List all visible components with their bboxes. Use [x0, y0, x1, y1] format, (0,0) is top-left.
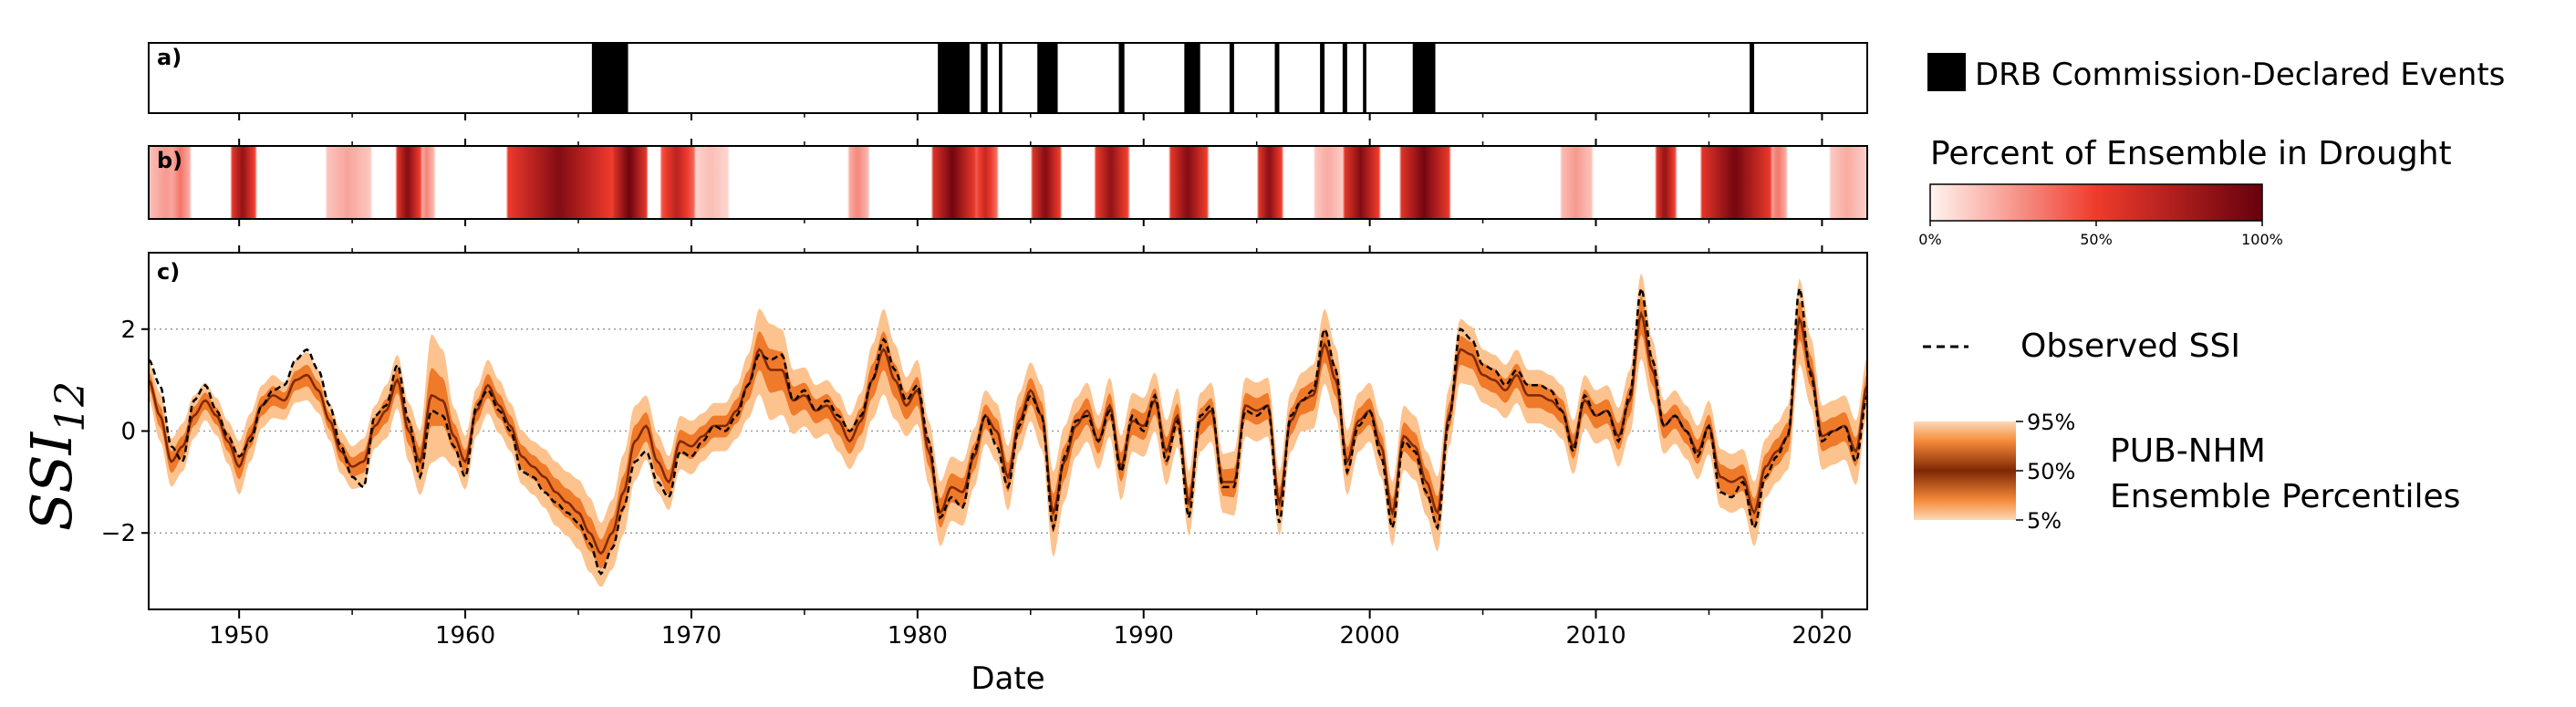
- panel-c-xticks: 1950 1960 1970 1980 1990 2000 2010 2020: [209, 245, 1853, 650]
- drought-event-bar: [591, 43, 628, 113]
- drought-event-bar: [1363, 43, 1366, 113]
- ensemble-legend-swatch: [1914, 421, 2016, 520]
- colorbar-title: Percent of Ensemble in Drought: [1930, 135, 2452, 172]
- ensemble-tick-50: 50%: [2027, 459, 2075, 484]
- drought-event-bar: [1118, 43, 1125, 113]
- x-tick-label: 2000: [1340, 622, 1400, 650]
- colorbar-tick-label: 0%: [1918, 231, 1941, 248]
- drought-colorbar: [1929, 183, 2263, 222]
- ensemble-legend-label-line2: Ensemble Percentiles: [2110, 478, 2460, 515]
- ensemble-tick-5: 5%: [2027, 508, 2062, 534]
- y-axis-label: SSI12: [18, 381, 94, 531]
- panel-b-xticks: [238, 139, 1823, 226]
- ensemble-legend-label-line1: PUB-NHM: [2110, 432, 2266, 470]
- drought-event-bar: [1320, 43, 1325, 113]
- y-tick-label: −2: [101, 520, 136, 547]
- event-bars: [591, 43, 1755, 113]
- panel-b-drought-heatmap: b): [148, 139, 1868, 226]
- heatmap-strip: [149, 146, 1867, 219]
- legend-area: DRB Commission-Declared Events Percent o…: [1914, 53, 2505, 534]
- drb-events-legend-label: DRB Commission-Declared Events: [1975, 57, 2505, 93]
- x-tick-label: 2020: [1792, 622, 1852, 650]
- x-tick-label: 1980: [888, 622, 948, 650]
- drought-event-bar: [1342, 43, 1347, 113]
- x-tick-label: 1960: [435, 622, 495, 650]
- x-axis-label: Date: [971, 660, 1044, 697]
- drought-event-bar: [1184, 43, 1200, 113]
- x-tick-label: 2010: [1565, 622, 1626, 650]
- colorbar-tick-label: 100%: [2241, 231, 2283, 248]
- ensemble-tick-95: 95%: [2027, 410, 2075, 435]
- panel-a-label: a): [157, 45, 182, 70]
- panel-c-ssi-timeseries: c) 1950 1960 1970 1980 1990 2000 2010 2020 −2 0 2…: [18, 245, 1868, 697]
- y-tick-label: 0: [120, 419, 136, 446]
- drought-event-bar: [1037, 43, 1058, 113]
- drought-event-bar: [938, 43, 970, 113]
- ensemble-band-25-75: [149, 295, 1867, 569]
- drought-event-bar: [1412, 43, 1436, 113]
- panel-a-xticks: [238, 113, 1823, 120]
- y-tick-label: 2: [120, 317, 136, 344]
- panel-c-label: c): [157, 259, 180, 285]
- drought-event-bar: [1229, 43, 1234, 113]
- y-axis-label-main: SSI: [18, 431, 85, 531]
- panel-a-frame: [148, 42, 1868, 114]
- drb-events-swatch: [1927, 53, 1966, 91]
- panel-c-yticks: −2 0 2: [101, 317, 149, 547]
- observed-legend-label: Observed SSI: [2020, 328, 2240, 365]
- observed-ssi-line: [149, 284, 1867, 576]
- colorbar-ticks: 0% 50% 100%: [1918, 221, 2283, 248]
- panel-b-label: b): [157, 148, 182, 173]
- x-tick-label: 1990: [1114, 622, 1174, 650]
- x-tick-label: 1950: [209, 622, 269, 650]
- drought-event-bar: [1750, 43, 1755, 113]
- x-tick-label: 1970: [661, 622, 722, 650]
- panel-a-event-timeline: a): [148, 42, 1868, 120]
- drought-event-bar: [981, 43, 988, 113]
- panel-b-frame: [148, 145, 1868, 220]
- colorbar-tick-label: 50%: [2080, 231, 2113, 248]
- drought-event-bar: [999, 43, 1002, 113]
- y-axis-label-subscript: 12: [47, 381, 94, 432]
- drought-event-bar: [1274, 43, 1280, 113]
